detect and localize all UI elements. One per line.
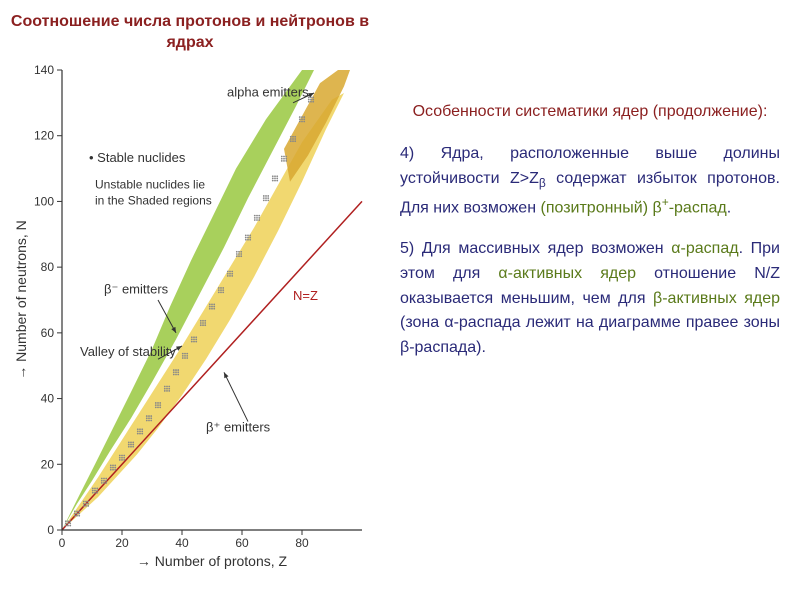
text-column: Особенности систематики ядер (продолжени… [400,60,780,588]
svg-text:140: 140 [34,63,54,77]
svg-text:• Stable nuclides: • Stable nuclides [89,150,186,165]
svg-text:Valley of stability: Valley of stability [80,343,176,358]
svg-text:alpha emitters: alpha emitters [227,84,309,99]
p5-t4: (зона α-распада лежит на диаграмме праве… [400,314,780,356]
p5-g1: α-распад [671,240,738,257]
p5-index: 5) [400,240,414,257]
p5-g2: α-активных ядер [498,265,636,282]
p4-sub: β [539,176,546,190]
svg-text:120: 120 [34,128,54,142]
svg-text:40: 40 [175,536,189,550]
svg-text:60: 60 [41,325,55,339]
content-row: N=Z alpha emitters • Stable nuclides Unstab… [10,60,780,588]
p4-g1: (позитронный) β [540,199,661,216]
p4-t3: . [727,199,731,216]
svg-text:0: 0 [47,523,54,537]
subtitle: Особенности систематики ядер (продолжени… [400,100,780,125]
svg-text:→ Number of protons, Z: → Number of protons, Z [137,553,288,569]
paragraph-5: 5) Для массивных ядер возможен α-распад.… [400,237,780,361]
p5-t1: Для массивных ядер возможен [422,240,671,257]
svg-text:N=Z: N=Z [293,288,318,303]
svg-text:→ Number of neutrons, N: → Number of neutrons, N [13,220,29,380]
p4-sup: + [662,195,669,209]
svg-text:80: 80 [41,260,55,274]
svg-text:Unstable nuclides lie: Unstable nuclides lie [95,177,205,191]
chart-svg: N=Z alpha emitters • Stable nuclides Unstab… [10,60,390,580]
svg-text:20: 20 [115,536,129,550]
svg-text:80: 80 [295,536,309,550]
svg-text:β⁻ emitters: β⁻ emitters [104,281,169,296]
svg-text:100: 100 [34,194,54,208]
svg-text:60: 60 [235,536,249,550]
p5-g3: β-активных ядер [653,290,780,307]
p4-g2: -распад [669,199,727,216]
paragraph-4: 4) Ядра, расположенные выше долины устой… [400,142,780,221]
svg-text:20: 20 [41,457,55,471]
svg-text:β⁺ emitters: β⁺ emitters [206,419,271,434]
page-title: Соотношение числа протонов и нейтронов в… [10,12,370,54]
nuclide-chart: N=Z alpha emitters • Stable nuclides Unstab… [10,60,390,580]
svg-text:0: 0 [59,536,66,550]
svg-text:in the Shaded regions: in the Shaded regions [95,193,212,207]
p4-index: 4) [400,145,414,162]
chart-column: N=Z alpha emitters • Stable nuclides Unstab… [10,60,390,588]
svg-text:40: 40 [41,391,55,405]
